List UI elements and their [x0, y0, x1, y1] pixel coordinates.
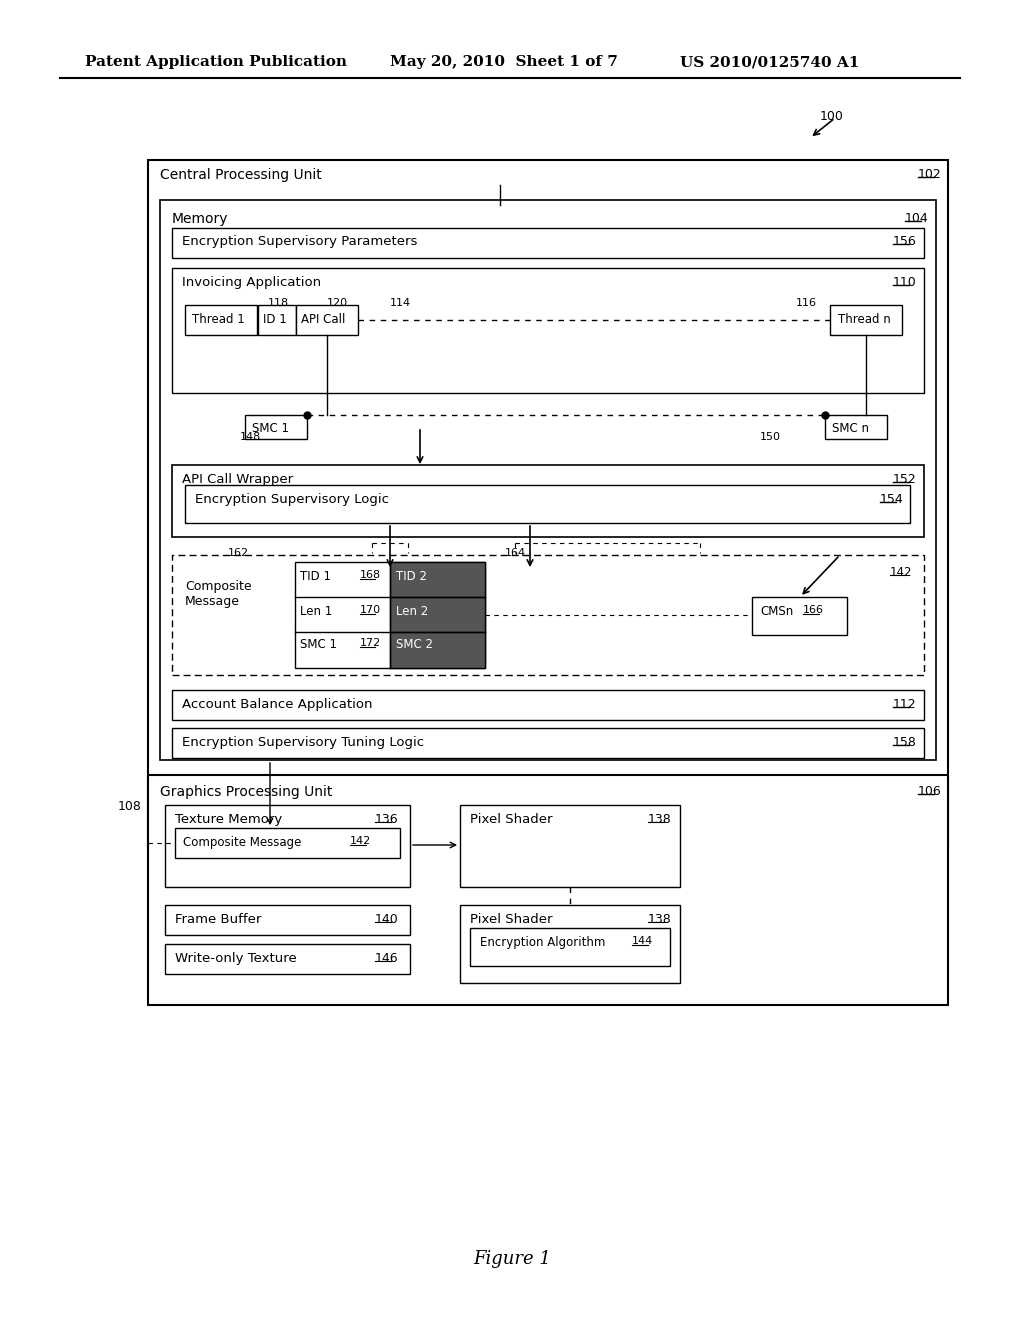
Text: TID 1: TID 1	[300, 570, 331, 583]
FancyBboxPatch shape	[172, 729, 924, 758]
FancyBboxPatch shape	[470, 928, 670, 966]
FancyBboxPatch shape	[460, 906, 680, 983]
Text: 116: 116	[796, 298, 817, 308]
FancyBboxPatch shape	[148, 160, 948, 850]
Text: 168: 168	[360, 570, 381, 579]
Text: 152: 152	[893, 473, 916, 486]
Text: Memory: Memory	[172, 213, 228, 226]
Text: API Call Wrapper: API Call Wrapper	[182, 473, 293, 486]
FancyBboxPatch shape	[185, 484, 910, 523]
FancyBboxPatch shape	[825, 414, 887, 440]
Text: 140: 140	[375, 913, 398, 927]
Text: Write-only Texture: Write-only Texture	[175, 952, 297, 965]
FancyBboxPatch shape	[160, 201, 936, 760]
FancyBboxPatch shape	[165, 906, 410, 935]
FancyBboxPatch shape	[258, 305, 296, 335]
FancyBboxPatch shape	[172, 465, 924, 537]
Text: 104: 104	[905, 213, 929, 224]
Text: Message: Message	[185, 595, 240, 609]
FancyBboxPatch shape	[172, 690, 924, 719]
Text: 156: 156	[893, 235, 916, 248]
Text: 120: 120	[327, 298, 348, 308]
Text: 170: 170	[360, 605, 381, 615]
Text: 158: 158	[893, 737, 916, 748]
Text: 150: 150	[760, 432, 781, 442]
Text: 162: 162	[228, 548, 249, 558]
FancyBboxPatch shape	[295, 562, 485, 668]
Text: Texture Memory: Texture Memory	[175, 813, 283, 826]
Text: 114: 114	[390, 298, 411, 308]
Text: 148: 148	[240, 432, 261, 442]
Text: 138: 138	[648, 913, 672, 927]
Text: US 2010/0125740 A1: US 2010/0125740 A1	[680, 55, 859, 69]
FancyBboxPatch shape	[296, 305, 358, 335]
Text: Encryption Supervisory Tuning Logic: Encryption Supervisory Tuning Logic	[182, 737, 424, 748]
FancyBboxPatch shape	[172, 228, 924, 257]
FancyBboxPatch shape	[830, 305, 902, 335]
Text: Figure 1: Figure 1	[473, 1250, 551, 1269]
Text: 102: 102	[918, 168, 942, 181]
Text: 164: 164	[505, 548, 526, 558]
FancyBboxPatch shape	[165, 944, 410, 974]
Text: 106: 106	[918, 785, 942, 799]
Text: 142: 142	[890, 566, 912, 579]
Text: Composite: Composite	[185, 579, 252, 593]
Text: Len 1: Len 1	[300, 605, 332, 618]
Text: SMC 2: SMC 2	[396, 638, 433, 651]
FancyBboxPatch shape	[390, 562, 485, 668]
Text: Graphics Processing Unit: Graphics Processing Unit	[160, 785, 333, 799]
Text: TID 2: TID 2	[396, 570, 427, 583]
Text: API Call: API Call	[301, 313, 345, 326]
Text: Pixel Shader: Pixel Shader	[470, 813, 553, 826]
Text: Composite Message: Composite Message	[183, 836, 301, 849]
Text: 100: 100	[820, 110, 844, 123]
Text: 172: 172	[360, 638, 381, 648]
Text: Central Processing Unit: Central Processing Unit	[160, 168, 322, 182]
Text: Invoicing Application: Invoicing Application	[182, 276, 322, 289]
Text: 146: 146	[375, 952, 398, 965]
FancyBboxPatch shape	[185, 305, 257, 335]
Text: Thread 1: Thread 1	[193, 313, 245, 326]
Text: Frame Buffer: Frame Buffer	[175, 913, 261, 927]
Text: Encryption Supervisory Parameters: Encryption Supervisory Parameters	[182, 235, 418, 248]
Text: 110: 110	[893, 276, 916, 289]
FancyBboxPatch shape	[165, 805, 410, 887]
Text: May 20, 2010  Sheet 1 of 7: May 20, 2010 Sheet 1 of 7	[390, 55, 617, 69]
FancyBboxPatch shape	[752, 597, 847, 635]
Text: SMC 1: SMC 1	[300, 638, 337, 651]
Text: Pixel Shader: Pixel Shader	[470, 913, 553, 927]
FancyBboxPatch shape	[175, 828, 400, 858]
Text: 138: 138	[648, 813, 672, 826]
FancyBboxPatch shape	[172, 268, 924, 393]
Text: Patent Application Publication: Patent Application Publication	[85, 55, 347, 69]
FancyBboxPatch shape	[460, 805, 680, 887]
Text: ID 1: ID 1	[263, 313, 287, 326]
Text: 154: 154	[880, 492, 904, 506]
Text: Len 2: Len 2	[396, 605, 428, 618]
Text: 142: 142	[350, 836, 372, 846]
Text: 112: 112	[893, 698, 916, 711]
Text: 118: 118	[268, 298, 289, 308]
FancyBboxPatch shape	[172, 554, 924, 675]
Text: Thread n: Thread n	[838, 313, 891, 326]
FancyBboxPatch shape	[245, 414, 307, 440]
Text: 136: 136	[375, 813, 398, 826]
Text: CMSn: CMSn	[760, 605, 794, 618]
Text: 108: 108	[118, 800, 142, 813]
Text: Account Balance Application: Account Balance Application	[182, 698, 373, 711]
Text: Encryption Algorithm: Encryption Algorithm	[480, 936, 605, 949]
FancyBboxPatch shape	[148, 775, 948, 1005]
Text: Encryption Supervisory Logic: Encryption Supervisory Logic	[195, 492, 389, 506]
Text: SMC 1: SMC 1	[252, 422, 289, 436]
Text: 166: 166	[803, 605, 824, 615]
Text: 144: 144	[632, 936, 653, 946]
Text: SMC n: SMC n	[831, 422, 869, 436]
